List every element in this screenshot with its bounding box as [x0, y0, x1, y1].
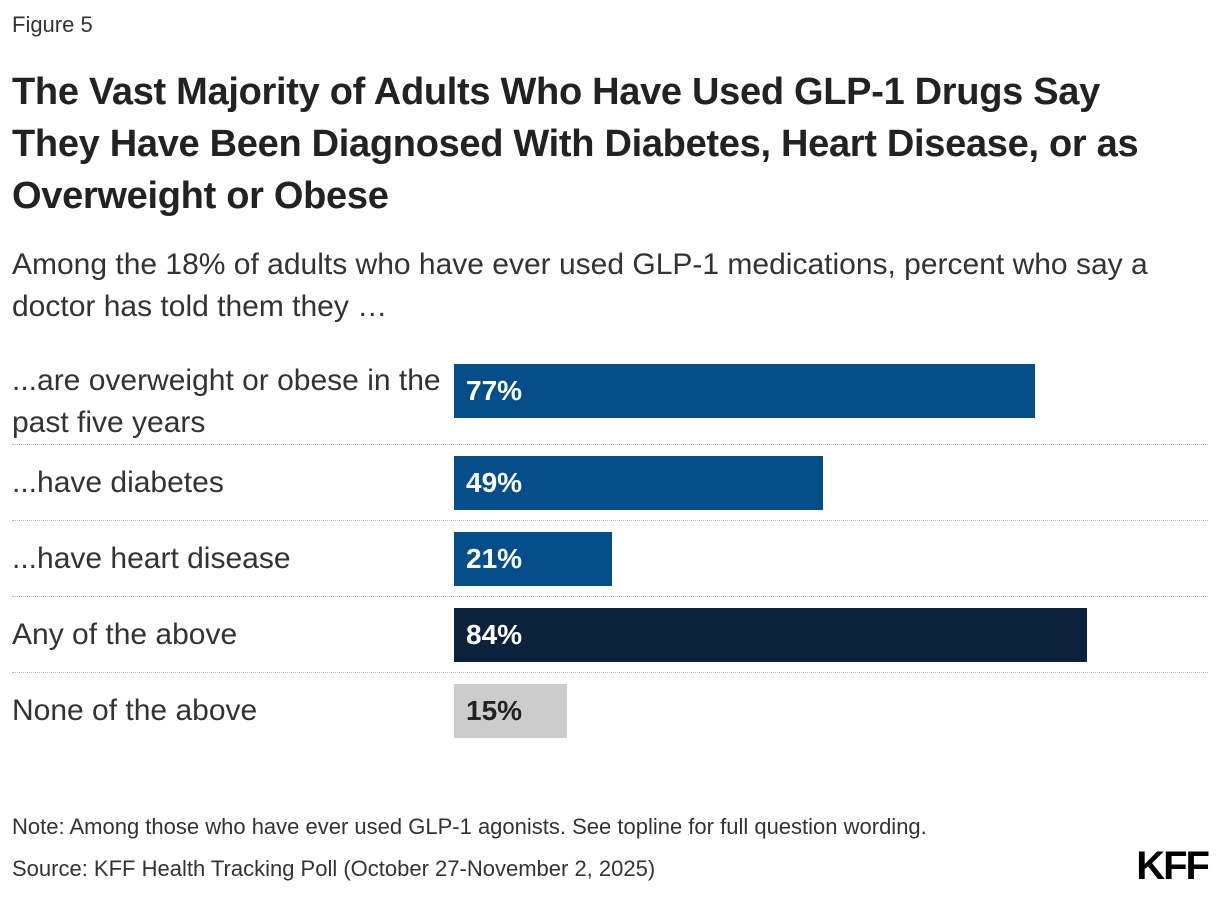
chart-subtitle: Among the 18% of adults who have ever us…	[12, 248, 1148, 323]
category-label: ...are overweight or obese in the past f…	[12, 364, 441, 439]
row-divider	[12, 596, 1208, 597]
bar-value-label: 77%	[466, 375, 523, 406]
category-label: ...have heart disease	[12, 542, 291, 575]
bar-value-label: 84%	[466, 619, 523, 650]
chart-title: The Vast Majority of Adults Who Have Use…	[12, 71, 1139, 217]
category-label: ...have diabetes	[12, 466, 224, 499]
row-divider	[12, 672, 1208, 673]
row-divider	[12, 444, 1208, 445]
bar	[454, 456, 823, 510]
chart-note: Note: Among those who have ever used GLP…	[12, 814, 927, 839]
bar-value-label: 21%	[466, 543, 523, 574]
bar	[454, 608, 1087, 662]
bar	[454, 684, 567, 738]
category-label: Any of the above	[12, 618, 238, 651]
bar-chart: ...are overweight or obese in the past f…	[0, 352, 1220, 752]
bar-value-label: 49%	[466, 467, 523, 498]
bar-value-label: 15%	[466, 695, 523, 726]
category-label: None of the above	[12, 694, 258, 727]
chart-source: Source: KFF Health Tracking Poll (Octobe…	[12, 856, 656, 881]
figure-label: Figure 5	[12, 12, 93, 37]
bar	[454, 364, 1035, 418]
kff-logo: KFF	[1136, 844, 1210, 888]
bar	[454, 532, 612, 586]
row-divider	[12, 520, 1208, 521]
